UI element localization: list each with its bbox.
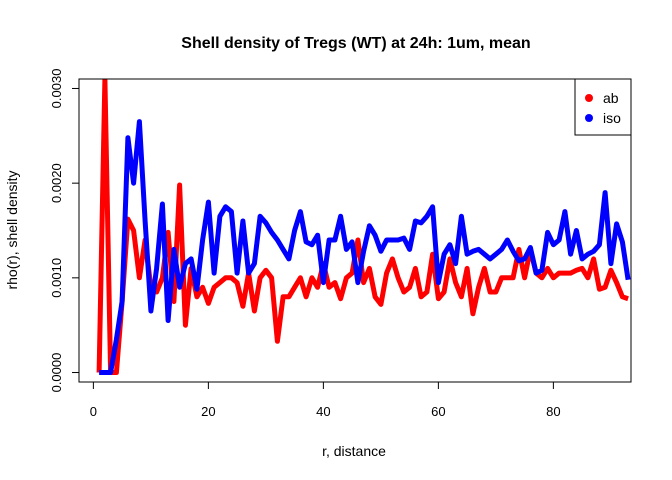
x-tick-label: 20: [201, 404, 215, 419]
x-tick-label: 0: [90, 404, 97, 419]
x-axis: 0 20 40 60 80: [90, 382, 561, 419]
x-axis-label: r, distance: [322, 443, 386, 459]
legend-marker-iso: [585, 114, 593, 122]
y-tick-label: 0.0020: [49, 163, 64, 203]
legend: ab iso: [574, 78, 632, 136]
y-axis: 0.0000 0.0010 0.0020 0.0030: [49, 69, 79, 393]
y-tick-label: 0.0030: [49, 69, 64, 109]
series-line-ab: [96, 79, 629, 375]
legend-box: [574, 78, 632, 136]
chart-title: Shell density of Tregs (WT) at 24h: 1um,…: [181, 35, 530, 52]
x-tick-label: 80: [546, 404, 560, 419]
legend-marker-ab: [585, 94, 593, 102]
legend-label-ab: ab: [603, 90, 619, 106]
x-tick-label: 40: [316, 404, 330, 419]
x-tick-label: 60: [431, 404, 445, 419]
plot-frame: [78, 78, 632, 383]
y-tick-label: 0.0010: [49, 258, 64, 298]
y-tick-label: 0.0000: [49, 353, 64, 393]
series-line-iso: [99, 119, 631, 375]
plot-area: [96, 79, 631, 375]
legend-label-iso: iso: [603, 110, 621, 126]
y-axis-label: rho(r), shell density: [4, 170, 20, 289]
